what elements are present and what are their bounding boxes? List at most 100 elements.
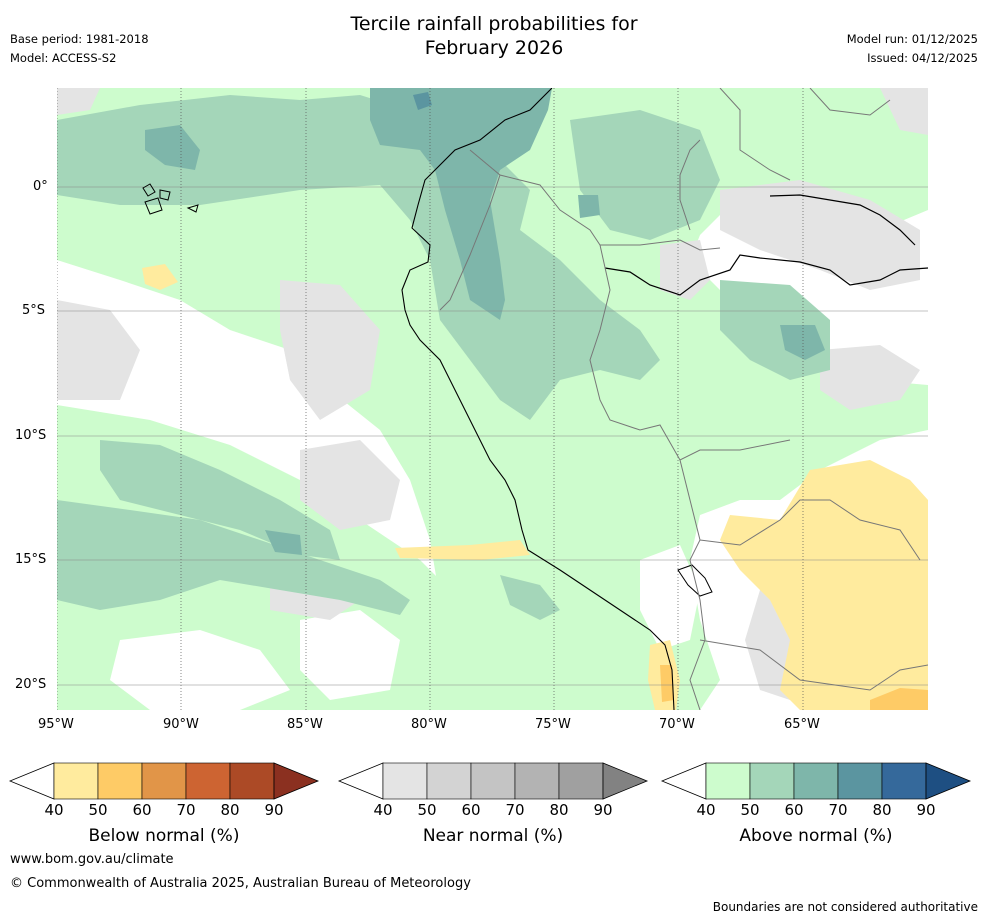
below-normal-label: Below normal (%) (88, 826, 240, 846)
cb0-low-arrow (8, 762, 55, 800)
cb0-tick-50: 50 (88, 801, 108, 819)
cb0-bin-50-60 (97, 762, 143, 800)
lake-titicaca (677, 564, 713, 597)
cb0-tick-90: 90 (264, 801, 284, 819)
lat-tick-0: 0° (33, 179, 48, 194)
cb1-bin-80-90 (558, 762, 604, 800)
cb2-low-arrow (660, 762, 707, 800)
cb0-tick-80: 80 (220, 801, 240, 819)
cb1-tick-50: 50 (417, 801, 437, 819)
cb0-tick-40: 40 (44, 801, 64, 819)
cb2-tick-80: 80 (872, 801, 892, 819)
above-normal-label: Above normal (%) (739, 826, 893, 846)
near-normal-patch-1 (57, 300, 140, 400)
cb2-tick-50: 50 (740, 801, 760, 819)
lon-tick-65w: 65°W (784, 717, 820, 732)
lon-tick-85w: 85°W (287, 717, 323, 732)
galapagos-islands (142, 183, 199, 215)
lat-tick-5s: 5°S (22, 303, 46, 318)
lon-tick-70w: 70°W (659, 717, 695, 732)
colorbar-near-normal (337, 762, 649, 800)
near-normal-patch-2 (280, 280, 380, 420)
near-normal-patch-4 (720, 180, 920, 290)
white-gap-3 (640, 545, 700, 650)
cb2-bin-40-50 (705, 762, 751, 800)
above-70-spot (413, 92, 432, 110)
near-normal-patch-5 (660, 240, 710, 300)
amazon-river (604, 254, 928, 296)
cb0-bin-60-70 (141, 762, 187, 800)
cb1-high-arrow (602, 762, 649, 800)
lon-tick-80w: 80°W (411, 717, 447, 732)
cb1-bin-50-60 (426, 762, 472, 800)
cb0-high-arrow (273, 762, 320, 800)
base-period-text: Base period: 1981-2018 (10, 32, 149, 46)
above-60-southwest (265, 530, 302, 555)
cb2-bin-80-90 (881, 762, 927, 800)
above-40-north-band (57, 88, 928, 710)
meta-left: Base period: 1981-2018 Model: ACCESS-S2 (10, 30, 149, 68)
title-line-2: February 2026 (424, 37, 564, 59)
cb1-tick-60: 60 (461, 801, 481, 819)
below-50-southeast (870, 688, 928, 710)
boundaries-disclaimer: Boundaries are not considered authoritat… (712, 900, 978, 914)
above-60-patch (578, 195, 600, 218)
cb1-tick-80: 80 (549, 801, 569, 819)
cb0-bin-70-80 (185, 762, 231, 800)
latitude-lines (57, 186, 928, 686)
cb1-tick-90: 90 (593, 801, 613, 819)
above-50-southwest-band (57, 500, 410, 615)
cb1-tick-70: 70 (505, 801, 525, 819)
near-normal-patch-6 (820, 345, 920, 410)
model-run-text: Model run: 01/12/2025 (846, 32, 978, 46)
below-40-southeast (720, 460, 928, 710)
country-borders (439, 88, 928, 710)
lat-tick-20s: 20°S (15, 677, 47, 692)
copyright-text: © Commonwealth of Australia 2025, Austra… (10, 876, 471, 891)
colorbar-below-normal (8, 762, 320, 800)
white-gap-2 (300, 610, 400, 700)
above-50-west-band (100, 440, 340, 560)
cb2-tick-60: 60 (784, 801, 804, 819)
map-title: Tercile rainfall probabilities for Febru… (0, 12, 988, 60)
lon-tick-95w: 95°W (38, 717, 74, 732)
above-50-patch-south (500, 575, 560, 620)
near-normal-patch-10 (880, 88, 928, 135)
bom-url: www.bom.gov.au/climate (10, 852, 174, 867)
cb2-tick-90: 90 (916, 801, 936, 819)
colorbar-above-normal (660, 762, 972, 800)
cb1-bin-60-70 (470, 762, 516, 800)
above-50-north-ocean (57, 95, 660, 420)
title-line-1: Tercile rainfall probabilities for (350, 13, 638, 35)
cb2-bin-50-60 (749, 762, 795, 800)
lat-tick-10s: 10°S (15, 428, 47, 443)
cb2-bin-60-70 (793, 762, 839, 800)
white-gap-1 (110, 630, 290, 710)
near-normal-patch-3 (300, 440, 400, 530)
below-40-ocean-1 (395, 540, 530, 560)
above-60-andes-north (370, 88, 552, 320)
cb0-tick-60: 60 (132, 801, 152, 819)
below-40-ocean-2 (142, 264, 178, 290)
cb0-bin-80-90 (229, 762, 275, 800)
cb1-bin-40-50 (382, 762, 428, 800)
below-50-coast (660, 665, 674, 702)
above-60-east (780, 325, 825, 360)
above-60-north-ocean (145, 125, 200, 170)
cb2-tick-40: 40 (696, 801, 716, 819)
cb1-bin-70-80 (514, 762, 560, 800)
cb2-tick-70: 70 (828, 801, 848, 819)
meta-right: Model run: 01/12/2025 Issued: 04/12/2025 (847, 30, 978, 68)
lat-tick-15s: 15°S (15, 552, 47, 567)
cb1-low-arrow (337, 762, 384, 800)
lon-tick-75w: 75°W (535, 717, 571, 732)
cb2-bin-70-80 (837, 762, 883, 800)
cb2-high-arrow (925, 762, 972, 800)
cb0-tick-70: 70 (176, 801, 196, 819)
cb1-tick-40: 40 (373, 801, 393, 819)
issued-text: Issued: 04/12/2025 (867, 51, 978, 65)
rio-negro (769, 194, 916, 246)
map-fields (57, 88, 928, 710)
coastline (401, 88, 675, 710)
